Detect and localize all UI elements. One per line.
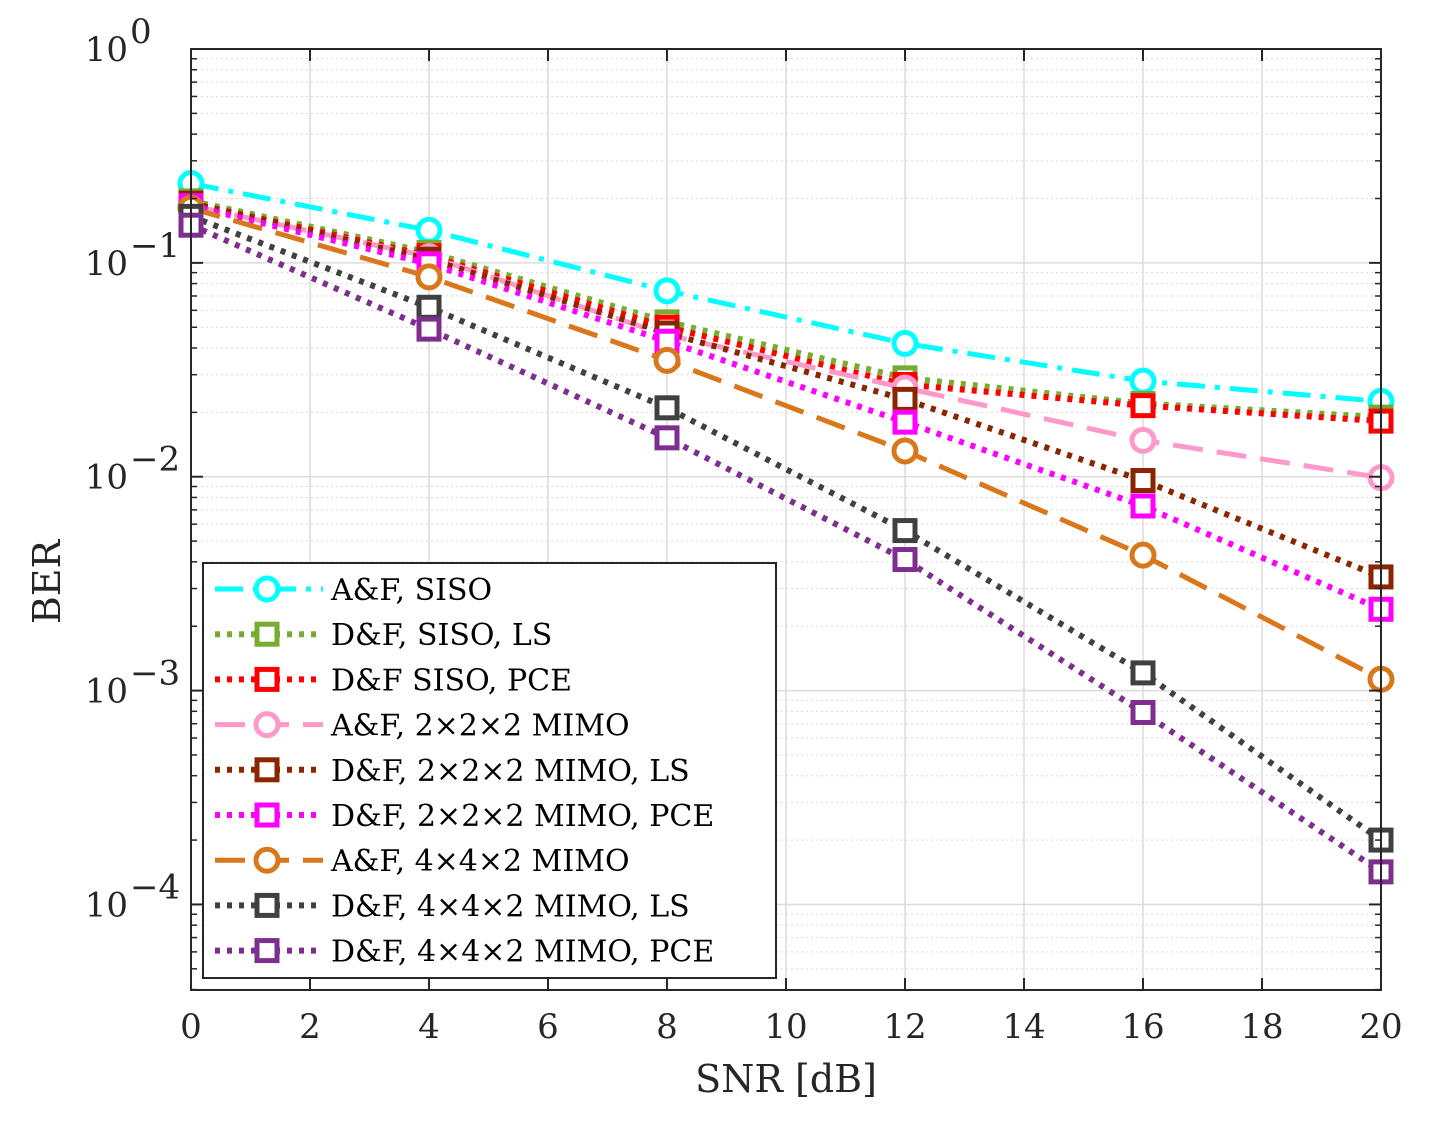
legend-entry: A&F, SISO: [215, 573, 492, 608]
data-point: [654, 395, 680, 421]
legend-entry: A&F, 4×4×2 MIMO: [215, 844, 630, 879]
x-tick-label: 0: [180, 1007, 202, 1047]
legend-marker: [253, 575, 281, 603]
legend-label: A&F, 2×2×2 MIMO: [330, 709, 630, 744]
legend-marker: [254, 666, 280, 692]
y-tick-label: 10: [85, 885, 128, 925]
x-tick-label: 2: [299, 1007, 321, 1047]
legend-marker: [254, 621, 280, 647]
series-line: [189, 222, 1383, 875]
legend-label: A&F, 4×4×2 MIMO: [330, 844, 630, 879]
data-point: [415, 216, 443, 244]
data-point: [892, 386, 918, 412]
y-tick-exponent: −3: [130, 654, 180, 694]
data-point: [1130, 393, 1156, 419]
data-point: [415, 263, 443, 291]
x-tick-label: 10: [764, 1007, 807, 1047]
legend-box: [202, 562, 777, 979]
data-point: [892, 409, 918, 435]
data-point: [416, 316, 442, 342]
legend-entry: D&F, SISO, LS: [215, 618, 552, 653]
legend-label: D&F, 2×2×2 MIMO, PCE: [331, 799, 714, 834]
legend-entry: A&F, 2×2×2 MIMO: [215, 709, 630, 744]
legend-entry: D&F, 2×2×2 MIMO, LS: [215, 754, 690, 789]
series-line: [189, 213, 1383, 843]
y-tick-exponent: −2: [130, 440, 180, 480]
x-tick-label: 16: [1121, 1007, 1164, 1047]
legend-label: D&F, 2×2×2 MIMO, LS: [331, 754, 690, 789]
data-point: [416, 294, 442, 320]
legend-marker: [253, 846, 281, 874]
legend-label: A&F, SISO: [330, 573, 492, 608]
data-point: [1129, 541, 1157, 569]
data-point: [1130, 493, 1156, 519]
legend-marker: [254, 938, 280, 964]
legend: A&F, SISO D&F, SISO, LS D&F SISO, PCE A&F, …: [202, 562, 777, 979]
x-tick-label: 20: [1359, 1007, 1402, 1047]
x-tick-label: 4: [418, 1007, 440, 1047]
data-point: [892, 518, 918, 544]
x-tick-label: 6: [537, 1007, 559, 1047]
x-axis-label: SNR [dB]: [695, 1057, 877, 1101]
series-line: [190, 205, 1383, 682]
data-point: [1130, 660, 1156, 686]
y-tick-exponent: 0: [130, 12, 152, 52]
legend-marker: [254, 892, 280, 918]
series-line: [190, 181, 1382, 404]
series-line: [190, 203, 1382, 481]
series-line: [190, 200, 1383, 580]
legend-entry: D&F, 4×4×2 MIMO, PCE: [215, 935, 714, 970]
data-point: [891, 437, 919, 465]
x-tick-label: 18: [1240, 1007, 1283, 1047]
data-point: [1129, 426, 1157, 454]
series-8: [178, 212, 1394, 885]
legend-entry: D&F SISO, PCE: [215, 663, 572, 698]
y-tick-label: 10: [85, 458, 128, 498]
grid: [190, 48, 1382, 991]
data-point: [1130, 699, 1156, 725]
y-tick-label: 10: [85, 672, 128, 712]
legend-entry: D&F, 2×2×2 MIMO, PCE: [215, 799, 714, 834]
legend-entry: D&F, 4×4×2 MIMO, LS: [215, 889, 690, 924]
data-point: [654, 425, 680, 451]
data-point: [892, 547, 918, 573]
y-tick-exponent: −4: [130, 867, 180, 907]
series-line: [190, 202, 1383, 613]
series-line: [190, 197, 1382, 421]
data-point: [1130, 468, 1156, 494]
data-point: [1129, 367, 1157, 395]
y-tick-label: 10: [85, 244, 128, 284]
legend-label: D&F, SISO, LS: [331, 618, 552, 653]
x-tick-label: 14: [1002, 1007, 1045, 1047]
legend-marker: [253, 711, 281, 739]
series-line: [190, 200, 1382, 425]
legend-label: D&F, 4×4×2 MIMO, PCE: [331, 935, 714, 970]
y-axis-label: BER: [25, 538, 69, 624]
data-point: [653, 346, 681, 374]
x-tick-label: 8: [656, 1007, 678, 1047]
data-point: [891, 329, 919, 357]
legend-label: D&F SISO, PCE: [331, 663, 572, 698]
legend-marker: [254, 757, 280, 783]
y-tick-exponent: −1: [130, 226, 180, 266]
series-layer: [177, 170, 1395, 885]
y-tick-label: 10: [85, 30, 128, 70]
legend-label: D&F, 4×4×2 MIMO, LS: [331, 889, 690, 924]
data-point: [653, 277, 681, 305]
legend-marker: [254, 802, 280, 828]
x-tick-label: 12: [883, 1007, 926, 1047]
